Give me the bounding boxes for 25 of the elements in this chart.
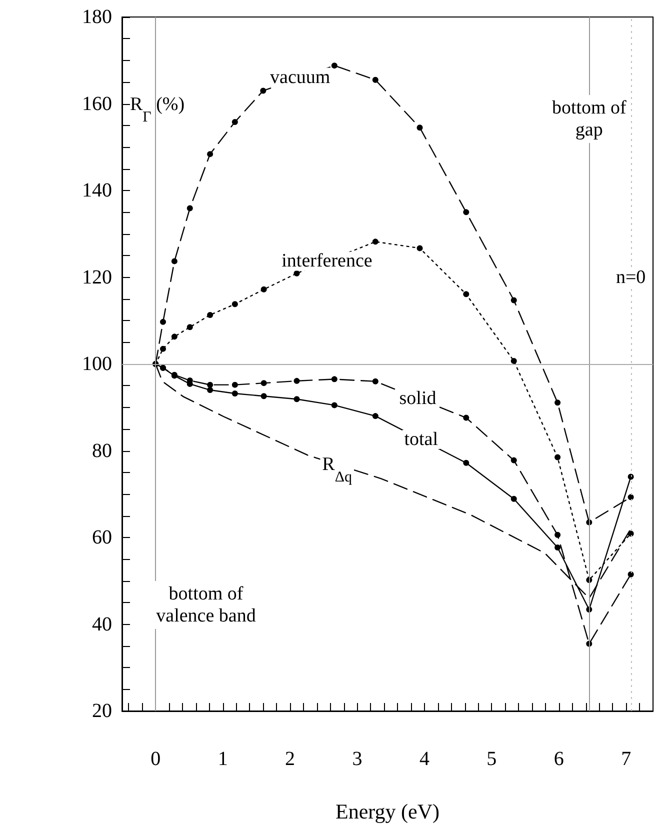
- x-tick-label: 1: [218, 748, 228, 770]
- x-tick-label: 0: [150, 748, 161, 770]
- y-tick-label: 40: [92, 613, 112, 636]
- x-axis-title: Energy (eV): [336, 800, 440, 824]
- y-tick-label: 100: [82, 353, 112, 375]
- annotation: n=0: [616, 266, 646, 288]
- x-tick-label: 5: [486, 748, 497, 770]
- annotation: interference: [282, 250, 372, 272]
- x-tick-label: 6: [554, 748, 564, 770]
- annotation: solid: [399, 388, 437, 409]
- x-tick-label: 4: [419, 748, 430, 770]
- y-tick-label: 140: [82, 180, 112, 202]
- ref-line-label: bottom of gap: [552, 98, 628, 140]
- y-tick-label: 120: [82, 266, 112, 288]
- x-tick-label: 7: [621, 748, 632, 770]
- annotation: vacuum: [270, 66, 330, 88]
- ref-line-label: bottom of valence band: [156, 584, 256, 626]
- y-tick-label: 160: [82, 92, 112, 115]
- x-tick-label: 2: [285, 748, 296, 770]
- annotation: total: [404, 428, 438, 450]
- y-tick-label: 60: [92, 526, 112, 548]
- y-tick-label: 20: [92, 700, 112, 722]
- y-tick-label: 80: [92, 440, 112, 462]
- y-tick-label: 180: [82, 6, 112, 28]
- x-tick-label: 3: [352, 748, 362, 770]
